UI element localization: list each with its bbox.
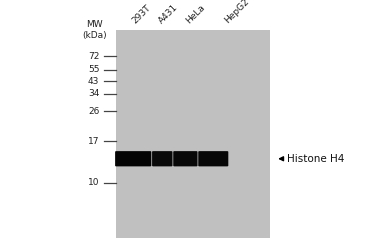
Text: 43: 43 xyxy=(88,77,99,86)
Text: 72: 72 xyxy=(88,52,99,61)
Text: Histone H4: Histone H4 xyxy=(287,154,344,164)
Text: 34: 34 xyxy=(88,89,99,98)
Text: 293T: 293T xyxy=(130,3,152,25)
FancyBboxPatch shape xyxy=(152,151,172,166)
Text: 55: 55 xyxy=(88,66,99,74)
Text: 17: 17 xyxy=(88,137,99,146)
Text: HepG2: HepG2 xyxy=(223,0,251,25)
Text: A431: A431 xyxy=(157,2,180,25)
FancyBboxPatch shape xyxy=(173,151,198,166)
Text: 10: 10 xyxy=(88,178,99,187)
Text: MW
(kDa): MW (kDa) xyxy=(82,20,107,40)
FancyBboxPatch shape xyxy=(198,151,228,166)
FancyBboxPatch shape xyxy=(115,151,151,166)
Text: HeLa: HeLa xyxy=(184,2,207,25)
Bar xyxy=(116,30,270,238)
Text: 26: 26 xyxy=(88,107,99,116)
